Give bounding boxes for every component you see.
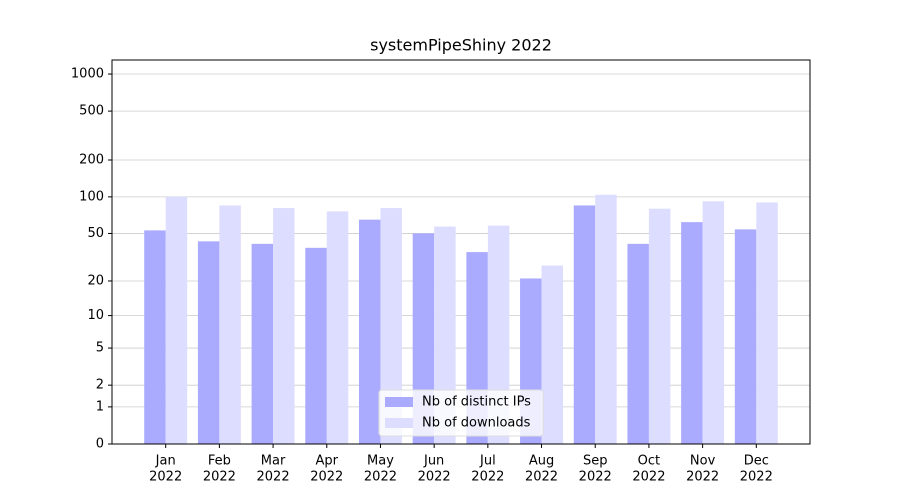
x-tick-label: 2022 xyxy=(525,470,558,485)
y-tick-label: 1000 xyxy=(71,67,104,82)
x-tick-label: Dec xyxy=(744,454,769,469)
x-tick-label: 2022 xyxy=(632,470,665,485)
y-tick-label: 500 xyxy=(79,104,104,119)
x-tick-label: 2022 xyxy=(203,470,236,485)
x-tick-label: Sep xyxy=(583,454,608,469)
bar xyxy=(358,219,381,444)
legend-swatch xyxy=(385,397,413,407)
bar xyxy=(251,243,274,444)
x-tick-label: Apr xyxy=(316,454,339,469)
x-tick-label: 2022 xyxy=(740,470,773,485)
x-tick-label: 2022 xyxy=(310,470,343,485)
x-tick-label: 2022 xyxy=(418,470,451,485)
y-tick-label: 100 xyxy=(79,189,104,204)
bar xyxy=(573,205,596,444)
bar xyxy=(219,205,241,444)
x-tick-label: May xyxy=(367,454,394,469)
x-tick-label: Oct xyxy=(638,454,660,469)
legend-label: Nb of distinct IPs xyxy=(422,395,531,410)
y-tick-label: 0 xyxy=(96,437,104,452)
legend: Nb of distinct IPs Nb of downloads xyxy=(378,389,544,437)
y-tick-label: 200 xyxy=(79,153,104,168)
y-tick-label: 2 xyxy=(96,378,104,393)
y-tick-label: 20 xyxy=(87,273,104,288)
plot-frame xyxy=(111,59,811,445)
bar xyxy=(541,265,564,444)
bar xyxy=(144,230,166,444)
x-tick-label: Jul xyxy=(479,454,496,469)
bar xyxy=(734,229,757,444)
legend-label: Nb of downloads xyxy=(422,416,531,431)
bar xyxy=(165,196,188,444)
x-tick-label: 2022 xyxy=(364,470,397,485)
chart-title: systemPipeShiny 2022 xyxy=(370,36,552,55)
legend-swatch xyxy=(385,418,413,428)
x-tick-label: 2022 xyxy=(257,470,290,485)
y-tick-label: 50 xyxy=(87,226,104,241)
bar xyxy=(273,208,295,444)
x-tick-label: 2022 xyxy=(149,470,182,485)
bar xyxy=(756,202,778,444)
bar xyxy=(627,243,649,444)
x-tick-label: 2022 xyxy=(471,470,504,485)
bar xyxy=(487,225,510,444)
x-tick-label: 2022 xyxy=(686,470,719,485)
bar xyxy=(702,201,725,444)
x-tick-label: Aug xyxy=(529,454,554,469)
x-tick-label: Nov xyxy=(690,454,716,469)
x-tick-label: Feb xyxy=(208,454,231,469)
x-tick-label: 2022 xyxy=(579,470,612,485)
bar xyxy=(305,247,327,444)
y-tick-label: 10 xyxy=(87,308,104,323)
bar xyxy=(197,241,220,444)
bar xyxy=(380,208,402,444)
bar xyxy=(595,194,617,444)
legend-box xyxy=(378,389,544,437)
x-tick-label: Mar xyxy=(261,454,286,469)
bar xyxy=(681,222,703,444)
y-tick-label: 1 xyxy=(96,399,104,414)
x-tick-label: Jan xyxy=(155,454,176,469)
bar xyxy=(648,208,671,444)
y-tick-label: 5 xyxy=(96,341,104,356)
bar xyxy=(326,211,349,444)
x-tick-label: Jun xyxy=(423,454,444,469)
